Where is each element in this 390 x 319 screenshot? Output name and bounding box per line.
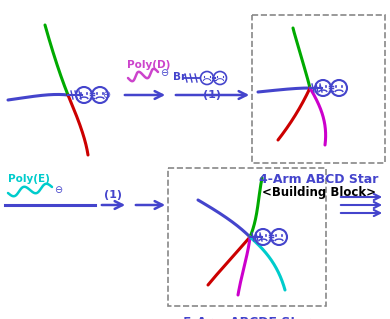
Text: 5-Arm ABCDE Star: 5-Arm ABCDE Star xyxy=(183,316,311,319)
Text: Br: Br xyxy=(173,72,186,82)
Text: ⊖: ⊖ xyxy=(102,90,110,100)
Text: Poly(D): Poly(D) xyxy=(127,60,170,70)
Text: <Building Block>: <Building Block> xyxy=(262,186,376,199)
Bar xyxy=(168,168,326,306)
Text: (1): (1) xyxy=(203,90,221,100)
Text: ⊖: ⊖ xyxy=(54,185,62,195)
Bar xyxy=(252,15,385,163)
Text: ⊖: ⊖ xyxy=(160,68,168,78)
Text: (1): (1) xyxy=(104,190,122,200)
Text: 4-Arm ABCD Star: 4-Arm ABCD Star xyxy=(259,173,378,186)
Text: Poly(E): Poly(E) xyxy=(8,174,50,184)
